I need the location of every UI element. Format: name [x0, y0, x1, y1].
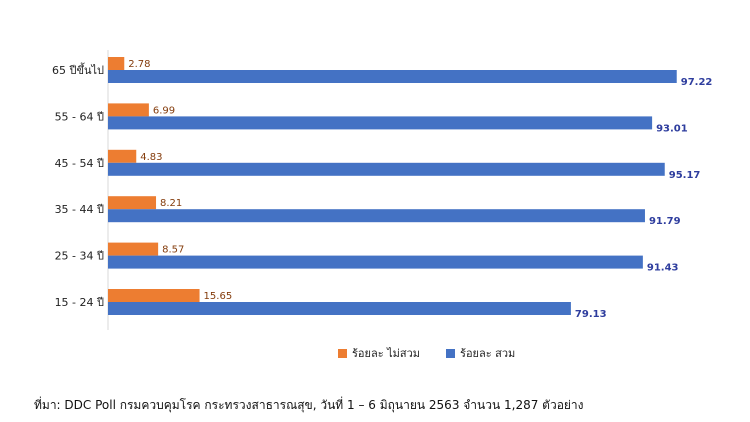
legend-label-wearing: ร้อยละ สวม: [460, 347, 516, 360]
category-label: 25 - 34 ปี: [55, 250, 104, 263]
value-label-wearing: 91.79: [649, 216, 681, 227]
value-label-not-wearing: 8.57: [162, 245, 184, 256]
category-label: 65 ปีขึ้นไป: [52, 62, 104, 77]
category-label: 35 - 44 ปี: [55, 203, 104, 216]
value-label-wearing: 79.13: [575, 309, 607, 320]
bar-wearing: [108, 70, 677, 83]
value-label-not-wearing: 8.21: [160, 198, 182, 209]
bar-not-wearing: [108, 149, 137, 163]
value-labels: 2.78 97.22 6.99 93.01 4.83 95.17 8.21 91.79 8.57…: [128, 59, 712, 320]
source-note: ที่มา: DDC Poll กรมควบคุมโรค กระทรวงสาธา…: [34, 398, 584, 412]
bar-not-wearing: [108, 57, 125, 70]
bar-not-wearing: [108, 103, 149, 117]
bar-wearing: [108, 162, 665, 176]
bar-wearing: [108, 255, 643, 269]
value-label-not-wearing: 6.99: [153, 105, 175, 116]
legend-label-not-wearing: ร้อยละ ไม่สวม: [352, 347, 421, 360]
bar-wearing: [108, 209, 645, 223]
bars: [108, 57, 677, 315]
legend-swatch-wearing: [446, 348, 456, 358]
category-label: 55 - 64 ปี: [55, 110, 104, 123]
bar-not-wearing: [108, 196, 157, 210]
value-label-wearing: 95.17: [669, 170, 701, 181]
category-label: 45 - 54 ปี: [55, 157, 104, 170]
value-label-not-wearing: 15.65: [204, 291, 233, 302]
bar-not-wearing: [108, 242, 159, 256]
bar-chart: 65 ปีขึ้นไป 55 - 64 ปี 45 - 54 ปี 35 - 44 ป…: [52, 50, 712, 330]
legend-item-wearing: ร้อยละ สวม: [446, 344, 515, 362]
category-label: 15 - 24 ปี: [55, 296, 104, 309]
value-label-wearing: 91.43: [647, 263, 679, 274]
bar-wearing: [108, 302, 571, 315]
legend-item-not-wearing: ร้อยละ ไม่สวม: [338, 344, 420, 362]
bar-wearing: [108, 116, 653, 130]
value-label-wearing: 97.22: [681, 77, 713, 88]
category-labels: 65 ปีขึ้นไป 55 - 64 ปี 45 - 54 ปี 35 - 44 ป…: [52, 62, 104, 309]
value-label-not-wearing: 2.78: [128, 59, 150, 70]
legend-swatch-not-wearing: [338, 348, 347, 358]
bar-not-wearing: [108, 289, 200, 302]
value-label-not-wearing: 4.83: [140, 152, 162, 163]
legend: ร้อยละ ไม่สวม ร้อยละ สวม: [338, 344, 515, 362]
value-label-wearing: 93.01: [656, 123, 688, 134]
